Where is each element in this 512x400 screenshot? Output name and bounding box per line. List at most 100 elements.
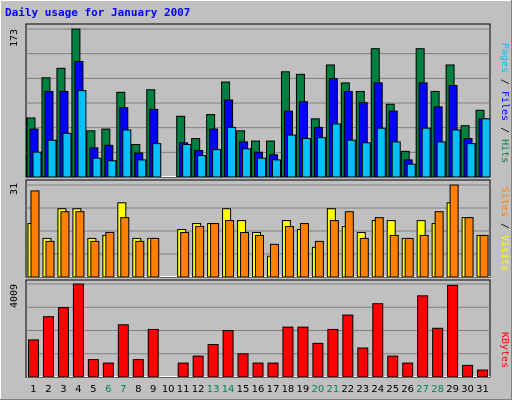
bar-kbytes [57,307,69,378]
bar-pages [32,151,42,178]
bar-sites [479,234,489,278]
x-tick-label: 14 [222,384,235,395]
legend-sites: Sites [499,187,510,217]
bar-pages [316,137,326,178]
legend-sep-1: / [499,73,510,91]
x-tick-label: 19 [297,384,310,395]
bar-sites [225,220,235,278]
bar-pages [361,142,371,178]
bar-kbytes [312,342,324,378]
x-tick-label: 18 [282,384,295,395]
bar-kbytes [267,362,279,378]
bar-pages [451,129,461,178]
x-tick-label: 15 [237,384,250,395]
bar-pages [271,159,281,178]
bar-pages [242,148,252,178]
x-tick-label: 3 [60,384,66,395]
x-tick-label: 31 [476,384,489,395]
bar-pages [62,132,72,178]
bar-kbytes [87,359,99,378]
bar-kbytes [342,314,354,378]
bar-sites [464,217,474,278]
x-tick-label: 7 [120,384,126,395]
legend-visits: Visits [499,235,510,271]
panel-frame-2 [25,279,491,378]
legend-kbytes: KBytes [499,332,510,368]
bar-kbytes [72,283,84,378]
bar-kbytes [297,326,309,378]
x-tick-label: 21 [326,384,339,395]
bar-kbytes [462,364,474,378]
bar-kbytes [477,369,489,378]
x-tick-label: 26 [401,384,414,395]
bar-sites [240,231,250,278]
bar-pages [107,160,117,178]
bar-kbytes [222,330,234,378]
x-tick-label: 11 [177,384,190,395]
x-tick-label: 4 [75,384,81,395]
bar-kbytes [387,355,399,378]
bar-sites [374,217,384,278]
bar-sites [314,240,324,278]
x-tick-label: 29 [446,384,459,395]
bar-sites [210,223,220,278]
x-tick-label: 5 [90,384,96,395]
bar-kbytes [402,362,414,378]
bar-sites [434,211,444,278]
bar-pages [122,129,132,178]
x-tick-label: 9 [150,384,156,395]
bar-kbytes [432,327,444,378]
bars [26,28,491,378]
bar-sites [419,234,429,278]
x-tick-label: 12 [192,384,205,395]
legend-sep-2: / [499,121,510,139]
bar-kbytes [102,362,114,378]
bar-pages [152,143,162,178]
bar-sites [45,240,55,278]
bar-pages [257,157,267,178]
bar-sites [284,226,294,278]
bar-sites [329,220,339,278]
legend-visits-sites: Sites / Visits [499,187,510,271]
bar-sites [90,240,100,278]
x-tick-label: 23 [356,384,369,395]
x-tick-label: 30 [461,384,474,395]
bar-pages [481,118,491,178]
legend-sep-3: / [499,217,510,235]
bar-sites [255,234,265,278]
bar-kbytes [207,344,219,378]
bar-kbytes [192,355,204,378]
x-tick-label: 13 [207,384,220,395]
bar-pages [346,139,356,178]
chart-title: Daily usage for January 2007 [5,6,190,19]
legend-pages: Pages [499,43,510,73]
bar-kbytes [357,347,369,378]
bar-sites [299,223,309,278]
bar-pages [286,134,296,178]
ymax-label-kbytes: 4009 [9,284,20,308]
legend-files: Files [499,91,510,121]
bar-kbytes [237,353,249,378]
bar-sites [30,190,40,278]
bar-sites [120,217,130,278]
bar-kbytes [417,295,429,378]
bar-kbytes [28,339,39,378]
ymax-label-visits: 31 [9,183,20,195]
bar-sites [105,231,115,278]
x-tick-label: 6 [105,384,111,395]
bar-sites [404,237,414,278]
bar-sites [150,237,160,278]
x-tick-label: 1 [30,384,36,395]
bar-pages [436,141,446,178]
bar-kbytes [327,328,339,378]
x-tick-label: 22 [341,384,354,395]
bar-pages [391,141,401,178]
x-tick-label: 27 [416,384,429,395]
bar-pages [421,127,431,178]
ymax-label-hits: 173 [9,29,20,47]
bar-pages [227,126,237,178]
x-axis-labels: 1 2 3 4 5 6 7 8 9 10 11 12 13 14 15 16 17 18 19 20 21 22 23 24 2… [30,384,489,395]
x-tick-label: 8 [135,384,141,395]
bar-sites [389,234,399,278]
x-tick-label: 10 [162,384,175,395]
